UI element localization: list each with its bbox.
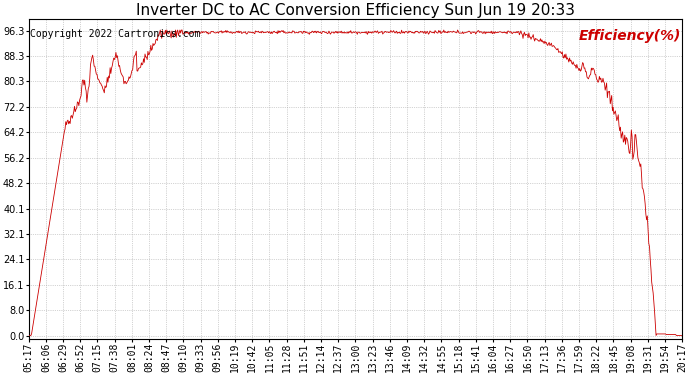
Text: Copyright 2022 Cartronics.com: Copyright 2022 Cartronics.com bbox=[30, 28, 200, 39]
Title: Inverter DC to AC Conversion Efficiency Sun Jun 19 20:33: Inverter DC to AC Conversion Efficiency … bbox=[136, 3, 575, 18]
Text: Efficiency(%): Efficiency(%) bbox=[578, 28, 681, 42]
